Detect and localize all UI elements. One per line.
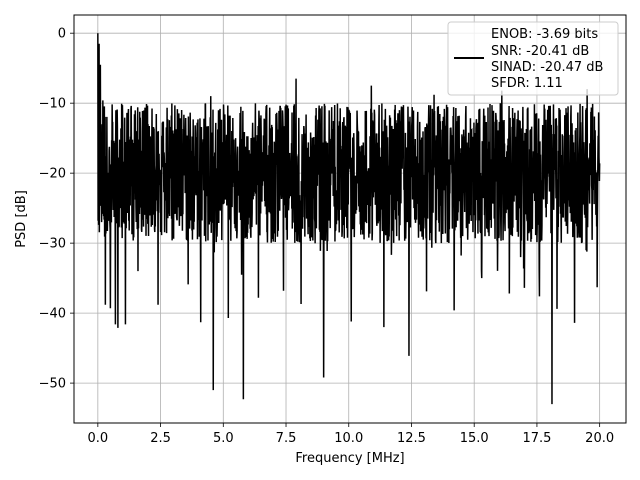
x-tick-label: 17.5: [522, 431, 551, 446]
y-tick-label: −30: [39, 237, 66, 252]
y-tick-label: −40: [39, 307, 66, 322]
x-tick-label: 7.5: [276, 431, 297, 446]
psd-line: [97, 33, 601, 405]
x-tick-label: 5.0: [213, 431, 234, 446]
psd-series: [97, 33, 601, 405]
x-tick-label: 12.5: [397, 431, 426, 446]
x-tick-label: 20.0: [585, 431, 614, 446]
legend: ENOB: -3.69 bits SNR: -20.41 dB SINAD: -…: [447, 21, 619, 96]
y-axis-label: PSD [dB]: [14, 190, 29, 248]
x-tick-label: 2.5: [150, 431, 171, 446]
legend-snr: SNR: -20.41 dB: [491, 44, 589, 59]
legend-sinad: SINAD: -20.47 dB: [491, 60, 603, 75]
x-tick-label: 15.0: [460, 431, 489, 446]
x-axis: 0.0 2.5 5.0 7.5 10.0 12.5 15.0 17.5 20.0: [87, 423, 614, 446]
legend-enob: ENOB: -3.69 bits: [491, 27, 598, 42]
y-tick-label: −20: [39, 167, 66, 182]
plot-frame: [73, 14, 627, 424]
y-tick-label: −50: [39, 377, 66, 392]
y-tick-label: −10: [39, 97, 66, 112]
legend-sfdr: SFDR: 1.11: [491, 76, 563, 91]
legend-box: [447, 21, 619, 96]
x-axis-label: Frequency [MHz]: [295, 451, 404, 466]
y-tick-label: 0: [58, 27, 66, 42]
y-axis: 0 −10 −20 −30 −40 −50: [39, 27, 74, 392]
x-tick-label: 10.0: [334, 431, 363, 446]
x-tick-label: 0.0: [87, 431, 108, 446]
